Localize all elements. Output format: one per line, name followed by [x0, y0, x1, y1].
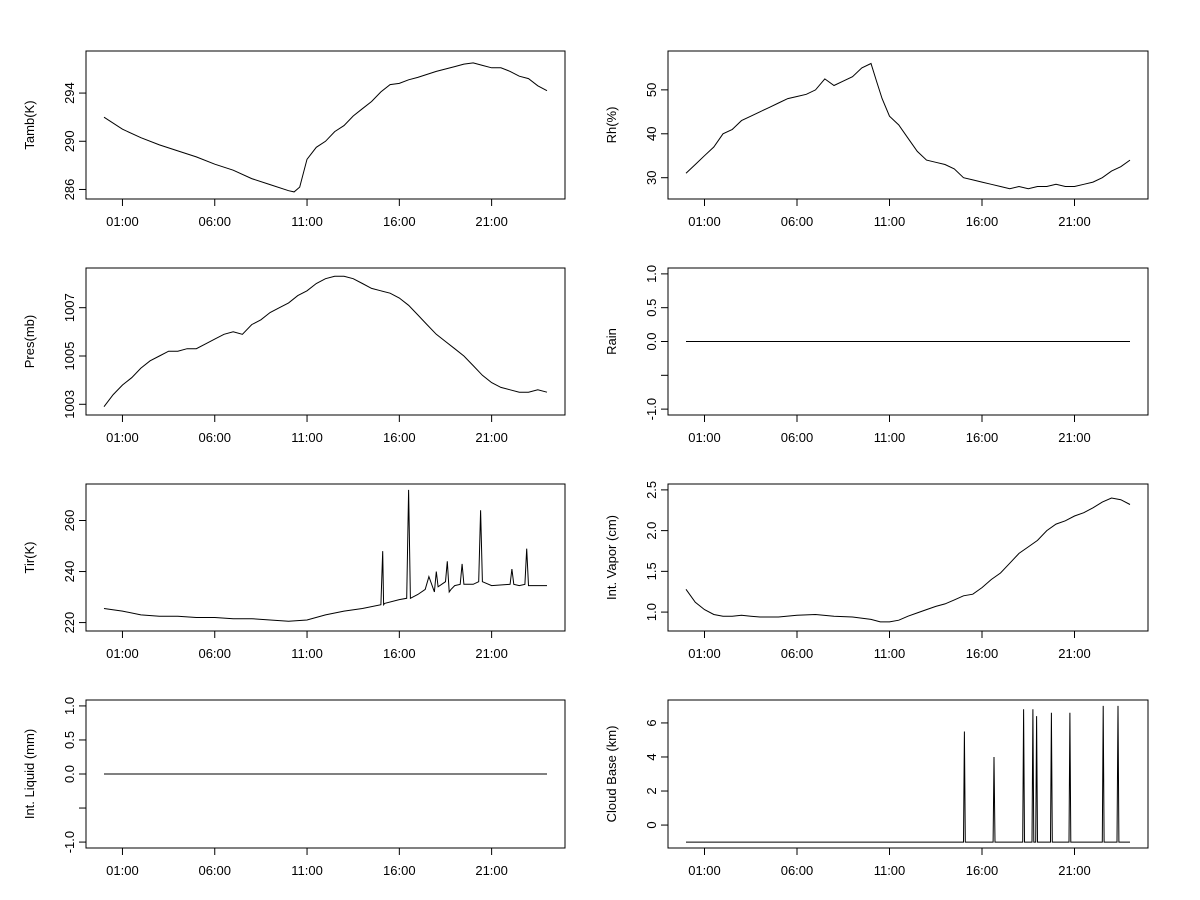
x-tick-label: 21:00: [475, 430, 508, 445]
x-tick-label: 01:00: [688, 214, 721, 229]
y-axis-label: Rh(%): [604, 107, 619, 144]
y-tick-label: 0.5: [644, 299, 659, 317]
chart-panel-5: 01:00 06:00 11:00 16:00 21:00 1.0 1.5 2.0 2.5 Int…: [604, 481, 1149, 661]
y-tick-label: 6: [644, 719, 659, 726]
x-tick-label: 06:00: [781, 214, 814, 229]
y-tick-label: 260: [62, 510, 77, 532]
x-tick-label: 06:00: [198, 646, 231, 661]
y-tick-label: 220: [62, 612, 77, 634]
y-tick-label: 2.0: [644, 522, 659, 540]
x-tick-label: 01:00: [106, 214, 139, 229]
plot-frame: [85, 483, 566, 632]
x-tick-label: 16:00: [383, 430, 416, 445]
x-tick-label: 21:00: [1058, 646, 1091, 661]
series-line: [685, 497, 1131, 623]
chart-panel-0: 01:00 06:00 11:00 16:00 21:00 286 290 294 Tamb(K…: [22, 50, 566, 229]
series-line: [103, 62, 548, 193]
plot-frame: [667, 699, 1149, 849]
plot-frame: [85, 267, 566, 416]
chart-panel-2: 01:00 06:00 11:00 16:00 21:00 1003 1005 1007 Pre…: [22, 267, 566, 445]
y-axis-label: Tir(K): [22, 541, 37, 573]
x-tick-label: 21:00: [475, 863, 508, 878]
y-tick-label: 1.0: [644, 265, 659, 283]
plot-frame: [667, 483, 1149, 632]
series-line: [686, 705, 1130, 843]
y-tick-label: -1.0: [62, 831, 77, 853]
x-tick-label: 06:00: [198, 430, 231, 445]
x-tick-label: 16:00: [383, 863, 416, 878]
y-tick-label: 2.5: [644, 481, 659, 499]
y-tick-label: -1.0: [644, 398, 659, 420]
y-axis-label: Int. Liquid (mm): [22, 729, 37, 819]
y-tick-label: 2: [644, 787, 659, 794]
chart-panel-6: 01:00 06:00 11:00 16:00 21:00 -1.0 0.0 0.5 1.0 In…: [22, 697, 566, 878]
x-tick-label: 16:00: [966, 430, 999, 445]
y-tick-label: 290: [62, 130, 77, 152]
x-tick-label: 01:00: [688, 430, 721, 445]
y-tick-label: 1.0: [62, 697, 77, 715]
plot-frame: [85, 50, 566, 200]
x-tick-label: 11:00: [874, 430, 906, 445]
y-tick-label: 1005: [62, 342, 77, 371]
y-tick-label: 1007: [62, 293, 77, 322]
y-tick-label: 40: [644, 127, 659, 141]
x-tick-label: 06:00: [198, 863, 231, 878]
x-tick-label: 06:00: [781, 430, 814, 445]
x-tick-label: 06:00: [198, 214, 231, 229]
y-tick-label: 0.5: [62, 731, 77, 749]
x-tick-label: 06:00: [781, 863, 814, 878]
series-line: [103, 275, 548, 408]
y-tick-label: 4: [644, 753, 659, 760]
plot-frame: [667, 50, 1149, 200]
y-tick-label: 286: [62, 179, 77, 201]
chart-panel-4: 01:00 06:00 11:00 16:00 21:00 220 240 260 Tir(K): [22, 483, 566, 661]
y-tick-label: 0.0: [62, 765, 77, 783]
x-tick-label: 16:00: [383, 214, 416, 229]
y-axis-label: Tamb(K): [22, 100, 37, 149]
x-tick-label: 21:00: [1058, 863, 1091, 878]
series-line: [685, 62, 1131, 190]
chart-panel-3: 01:00 06:00 11:00 16:00 21:00 -1.0 0.0 0.5 1.0 Ra…: [604, 265, 1149, 445]
x-tick-label: 16:00: [966, 863, 999, 878]
x-tick-label: 16:00: [966, 646, 999, 661]
y-tick-label: 1003: [62, 390, 77, 419]
series-line: [103, 489, 547, 622]
x-tick-label: 11:00: [874, 214, 906, 229]
x-tick-label: 11:00: [291, 863, 323, 878]
chart-panel-1: 01:00 06:00 11:00 16:00 21:00 30 40 50 Rh(%): [604, 50, 1149, 229]
x-tick-label: 11:00: [874, 646, 906, 661]
x-tick-label: 21:00: [1058, 214, 1091, 229]
y-tick-label: 0: [644, 821, 659, 828]
y-tick-label: 0.0: [644, 332, 659, 350]
x-tick-label: 16:00: [383, 646, 416, 661]
y-tick-label: 50: [644, 83, 659, 97]
y-axis-label: Cloud Base (km): [604, 726, 619, 823]
y-tick-label: 30: [644, 170, 659, 184]
y-axis-label: Rain: [604, 328, 619, 355]
x-tick-label: 06:00: [781, 646, 814, 661]
x-tick-label: 11:00: [874, 863, 906, 878]
x-tick-label: 21:00: [475, 646, 508, 661]
x-tick-label: 16:00: [966, 214, 999, 229]
y-tick-label: 1.5: [644, 562, 659, 580]
x-tick-label: 21:00: [475, 214, 508, 229]
y-tick-label: 240: [62, 561, 77, 583]
y-tick-label: 294: [62, 82, 77, 104]
x-tick-label: 01:00: [106, 646, 139, 661]
y-axis-label: Int. Vapor (cm): [604, 515, 619, 600]
x-tick-label: 11:00: [291, 646, 323, 661]
x-tick-label: 11:00: [291, 430, 323, 445]
x-tick-label: 01:00: [106, 863, 139, 878]
x-tick-label: 01:00: [106, 430, 139, 445]
x-tick-label: 01:00: [688, 646, 721, 661]
x-tick-label: 11:00: [291, 214, 323, 229]
x-tick-label: 21:00: [1058, 430, 1091, 445]
x-tick-label: 01:00: [688, 863, 721, 878]
y-axis-label: Pres(mb): [22, 315, 37, 368]
y-tick-label: 1.0: [644, 603, 659, 621]
chart-panel-7: 01:00 06:00 11:00 16:00 21:00 0 2 4 6 Cloud Base …: [604, 699, 1149, 878]
